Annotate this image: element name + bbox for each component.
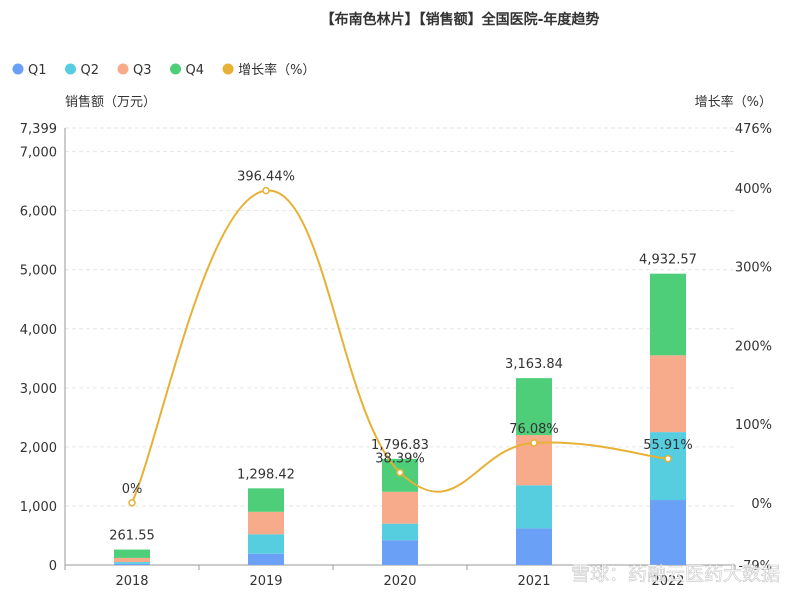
legend-marker-4 — [222, 63, 234, 75]
y-axis-title: 销售额（万元） — [65, 94, 156, 110]
y2-tick-label-3: 200% — [735, 339, 772, 354]
x-tick-label-1: 2019 — [249, 574, 282, 589]
growth-point-2018 — [128, 499, 136, 507]
growth-label-2019: 396.44% — [237, 170, 295, 185]
y-tick-label-3: 3,000 — [20, 382, 57, 397]
total-label-2018: 261.55 — [109, 529, 155, 544]
y-tick-label-0: 0 — [49, 559, 57, 574]
legend: Q1 Q2 Q3 Q4 增长率（%） — [12, 62, 315, 78]
legend-marker-0 — [12, 63, 24, 75]
bar-q3-2019 — [248, 511, 284, 535]
growth-label-2021: 76.08% — [509, 422, 559, 437]
legend-marker-3 — [170, 63, 182, 75]
bar-q4-2022 — [650, 273, 686, 356]
growth-point-2019 — [262, 186, 270, 195]
bar-q4-2018 — [114, 549, 150, 558]
bar-q2-2021 — [516, 485, 552, 529]
legend-label-0: Q1 — [28, 63, 47, 78]
growth-line-path — [131, 189, 669, 504]
x-tick-label-0: 2018 — [115, 574, 148, 589]
bar-q1-2021 — [516, 528, 552, 565]
growth-label-2018: 0% — [122, 482, 143, 497]
y-tick-label-2: 2,000 — [20, 441, 57, 456]
legend-marker-2 — [117, 63, 129, 75]
y2-tick-label-4: 300% — [735, 261, 772, 276]
bars — [114, 273, 686, 565]
legend-marker-1 — [65, 63, 77, 75]
y-tick-label-1: 1,000 — [20, 500, 57, 515]
total-label-2022: 4,932.57 — [639, 253, 697, 268]
bar-q4-2019 — [248, 488, 284, 512]
growth-label-2022: 55.91% — [643, 438, 693, 453]
x-tick-label-3: 2021 — [517, 574, 550, 589]
bar-q1-2020 — [382, 540, 418, 565]
data-labels: 261.55 1,298.42 1,796.83 3,163.84 4,932.57 0%… — [109, 170, 697, 544]
bar-q3-2018 — [114, 557, 150, 563]
bar-q1-2019 — [248, 553, 284, 565]
growth-point-2021 — [530, 439, 538, 447]
y-tick-label-7: 7,000 — [20, 146, 57, 161]
growth-label-2020: 38.39% — [375, 452, 425, 467]
bar-q1-2018 — [114, 563, 150, 565]
y2-tick-label-6: 476% — [735, 122, 772, 137]
bar-q2-2018 — [114, 562, 150, 564]
bar-q2-2019 — [248, 534, 284, 554]
growth-point-2020 — [396, 468, 404, 477]
y2-tick-label-2: 100% — [735, 418, 772, 433]
x-tick-label-4: 2022 — [651, 574, 684, 589]
chart-title: 【布南色林片】【销售额】全国医院-年度趋势 — [321, 11, 600, 28]
bar-q3-2020 — [382, 491, 418, 524]
y-tick-label-4: 4,000 — [20, 323, 57, 338]
axes: 0 1,000 2,000 3,000 4,000 5,000 6,000 7,000 7,39… — [20, 122, 772, 589]
growth-line — [128, 186, 672, 507]
legend-label-1: Q2 — [81, 63, 100, 78]
y-tick-label-6: 6,000 — [20, 205, 57, 220]
legend-label-3: Q4 — [186, 63, 205, 78]
y2-axis-title: 增长率（%） — [695, 94, 772, 110]
bar-q3-2022 — [650, 355, 686, 433]
growth-point-2022 — [664, 455, 672, 463]
total-label-2020: 1,796.83 — [371, 438, 429, 453]
y2-tick-label-1: 0% — [751, 497, 772, 512]
total-label-2019: 1,298.42 — [237, 467, 295, 482]
bar-q2-2022 — [650, 432, 686, 501]
bar-q2-2020 — [382, 523, 418, 541]
legend-label-4: 增长率（%） — [238, 62, 315, 78]
y2-tick-label-5: 400% — [735, 182, 772, 197]
bar-q1-2022 — [650, 500, 686, 565]
x-tick-label-2: 2020 — [383, 574, 416, 589]
legend-label-2: Q3 — [133, 63, 152, 78]
bar-q4-2021 — [516, 378, 552, 436]
y-tick-label-5: 5,000 — [20, 264, 57, 279]
watermark: 雪球：药融云医药大数据 — [571, 563, 780, 585]
total-label-2021: 3,163.84 — [505, 357, 563, 372]
y-tick-label-8: 7,399 — [20, 122, 57, 137]
y2-tick-label-0: -79% — [738, 559, 772, 574]
